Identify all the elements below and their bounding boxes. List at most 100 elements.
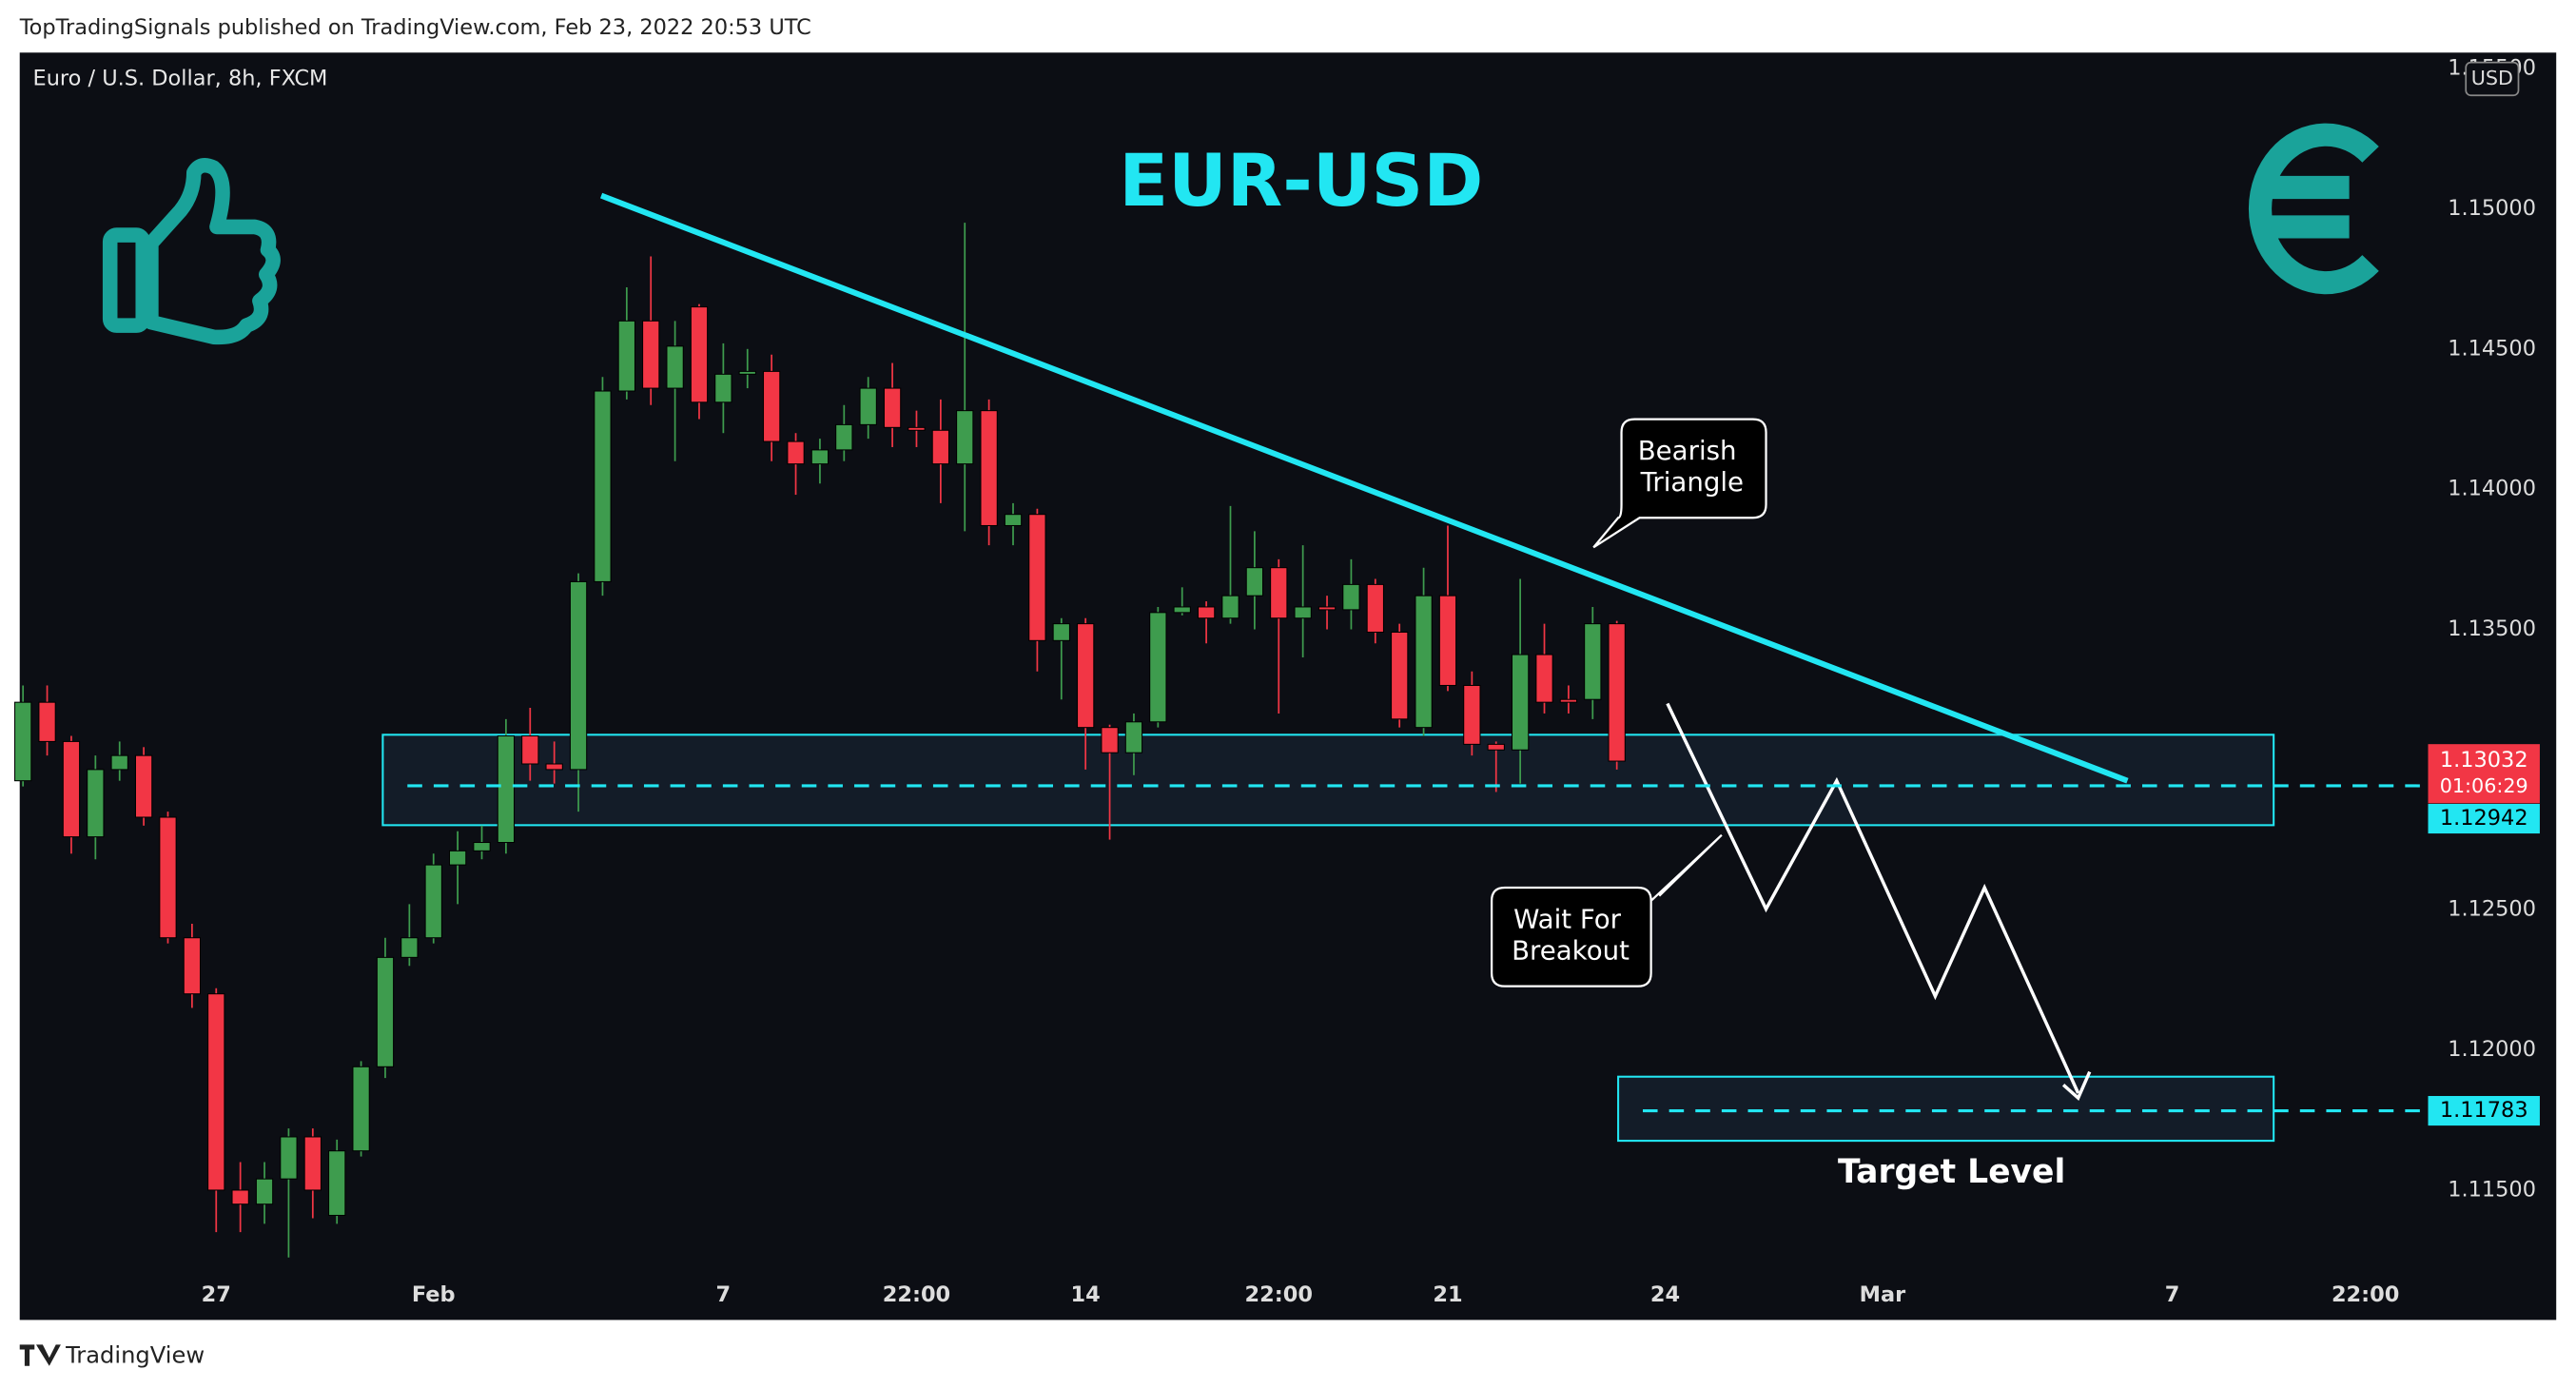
candle-body — [207, 993, 225, 1191]
candle-body — [1294, 606, 1312, 619]
candle-body — [352, 1066, 370, 1152]
x-tick-label: Mar — [1860, 1282, 1906, 1307]
candle-body — [183, 937, 202, 995]
candle-body — [1559, 698, 1578, 703]
x-tick-label: 21 — [1433, 1282, 1462, 1307]
candle-body — [617, 320, 635, 392]
candle-body — [62, 740, 81, 838]
y-tick-label: 1.14000 — [2448, 477, 2536, 501]
candle-body — [835, 423, 853, 451]
thumbs-up-icon — [102, 157, 281, 345]
candle-body — [1149, 612, 1167, 723]
candle-body — [1366, 583, 1384, 633]
candle-body — [594, 390, 612, 582]
candle-body — [159, 816, 177, 939]
x-tick-label: 22:00 — [883, 1282, 950, 1307]
publisher-header: TopTradingSignals published on TradingVi… — [19, 15, 811, 40]
candle-body — [1415, 595, 1433, 729]
candle-body — [1317, 606, 1337, 611]
candle-body — [763, 370, 781, 442]
callout-text: Breakout — [1512, 934, 1630, 966]
candle-body — [931, 429, 950, 465]
candle-body — [1487, 743, 1505, 751]
candles — [14, 223, 1626, 1258]
candle-body — [545, 763, 563, 771]
level-label-box — [2428, 1096, 2540, 1126]
candle-body — [810, 449, 829, 465]
y-tick-label: 1.12000 — [2448, 1037, 2536, 1062]
candle-body — [1608, 623, 1626, 762]
candle-body — [1052, 623, 1070, 641]
candle-body — [497, 735, 516, 844]
projection-arrow — [2061, 1070, 2092, 1102]
x-tick-label: Feb — [412, 1282, 456, 1307]
candle-body — [569, 580, 588, 771]
projection-path — [1666, 702, 2080, 1094]
target-zone — [1617, 1075, 2275, 1143]
candle-body — [1101, 727, 1119, 753]
candle-body — [1124, 721, 1143, 753]
footer-label: TradingView — [65, 1341, 205, 1368]
candle-body — [1438, 595, 1457, 686]
candle-body — [1463, 684, 1481, 745]
candle-body — [255, 1178, 274, 1205]
y-tick-label: 1.13500 — [2448, 616, 2536, 641]
candle-body — [14, 701, 32, 782]
candle-body — [1391, 631, 1409, 720]
candle-body — [328, 1150, 346, 1217]
candle-body — [424, 864, 442, 939]
x-tick-label: 22:00 — [2332, 1282, 2399, 1307]
symbol-label: Euro / U.S. Dollar, 8h, FXCM — [33, 66, 328, 90]
candle-body — [1077, 623, 1095, 729]
candle-body — [473, 841, 491, 851]
candle-body — [134, 754, 153, 818]
last-price-box — [2428, 744, 2540, 804]
currency-badge — [2465, 61, 2520, 97]
support-zone — [381, 734, 2275, 827]
axes: 1.155001.150001.145001.140001.135001.125… — [202, 56, 2540, 1307]
x-tick-label: 24 — [1650, 1282, 1680, 1307]
candle-body — [1584, 623, 1602, 700]
y-tick-label: 1.14500 — [2448, 336, 2536, 361]
candle-body — [738, 370, 756, 375]
candle-body — [883, 387, 902, 428]
candle-body — [666, 345, 684, 389]
level-label: 1.12942 — [2440, 806, 2528, 831]
euro-icon — [2248, 123, 2379, 295]
currency-label: USD — [2471, 67, 2513, 89]
candle-body — [1197, 606, 1216, 619]
candle-body — [1221, 595, 1239, 619]
candle-body — [787, 440, 805, 465]
candle-body — [1173, 606, 1191, 614]
level-label-box — [2428, 803, 2540, 834]
y-tick-label: 1.15000 — [2448, 196, 2536, 221]
candle-body — [980, 410, 998, 527]
candle-body — [87, 769, 105, 838]
candle-body — [859, 387, 877, 425]
candle-body — [1028, 514, 1046, 641]
candle-body — [1342, 583, 1360, 611]
scaled-layer: TopTradingSignals published on TradingVi… — [14, 15, 2557, 1368]
candle-body — [376, 956, 395, 1067]
trend-line — [600, 192, 2129, 784]
candle-body — [1004, 514, 1023, 527]
candle-body — [231, 1189, 249, 1205]
callout-text: Triangle — [1640, 466, 1744, 498]
x-tick-label: 7 — [2165, 1282, 2180, 1307]
candle-body — [1245, 567, 1264, 597]
candle-body — [1270, 567, 1288, 619]
x-tick-label: 7 — [716, 1282, 732, 1307]
candle-body — [1511, 654, 1530, 751]
y-tick-label: 1.11500 — [2448, 1177, 2536, 1202]
tv-logo — [19, 1344, 61, 1366]
x-tick-label: 14 — [1071, 1282, 1101, 1307]
countdown-label: 01:06:29 — [2440, 774, 2528, 797]
callout-text: Wait For — [1513, 904, 1622, 935]
x-tick-label: 22:00 — [1245, 1282, 1313, 1307]
last-price-label: 1.13032 — [2440, 748, 2528, 773]
callout-bearish — [1592, 418, 1767, 549]
candle-body — [38, 701, 56, 742]
level-label: 1.11783 — [2440, 1098, 2528, 1123]
